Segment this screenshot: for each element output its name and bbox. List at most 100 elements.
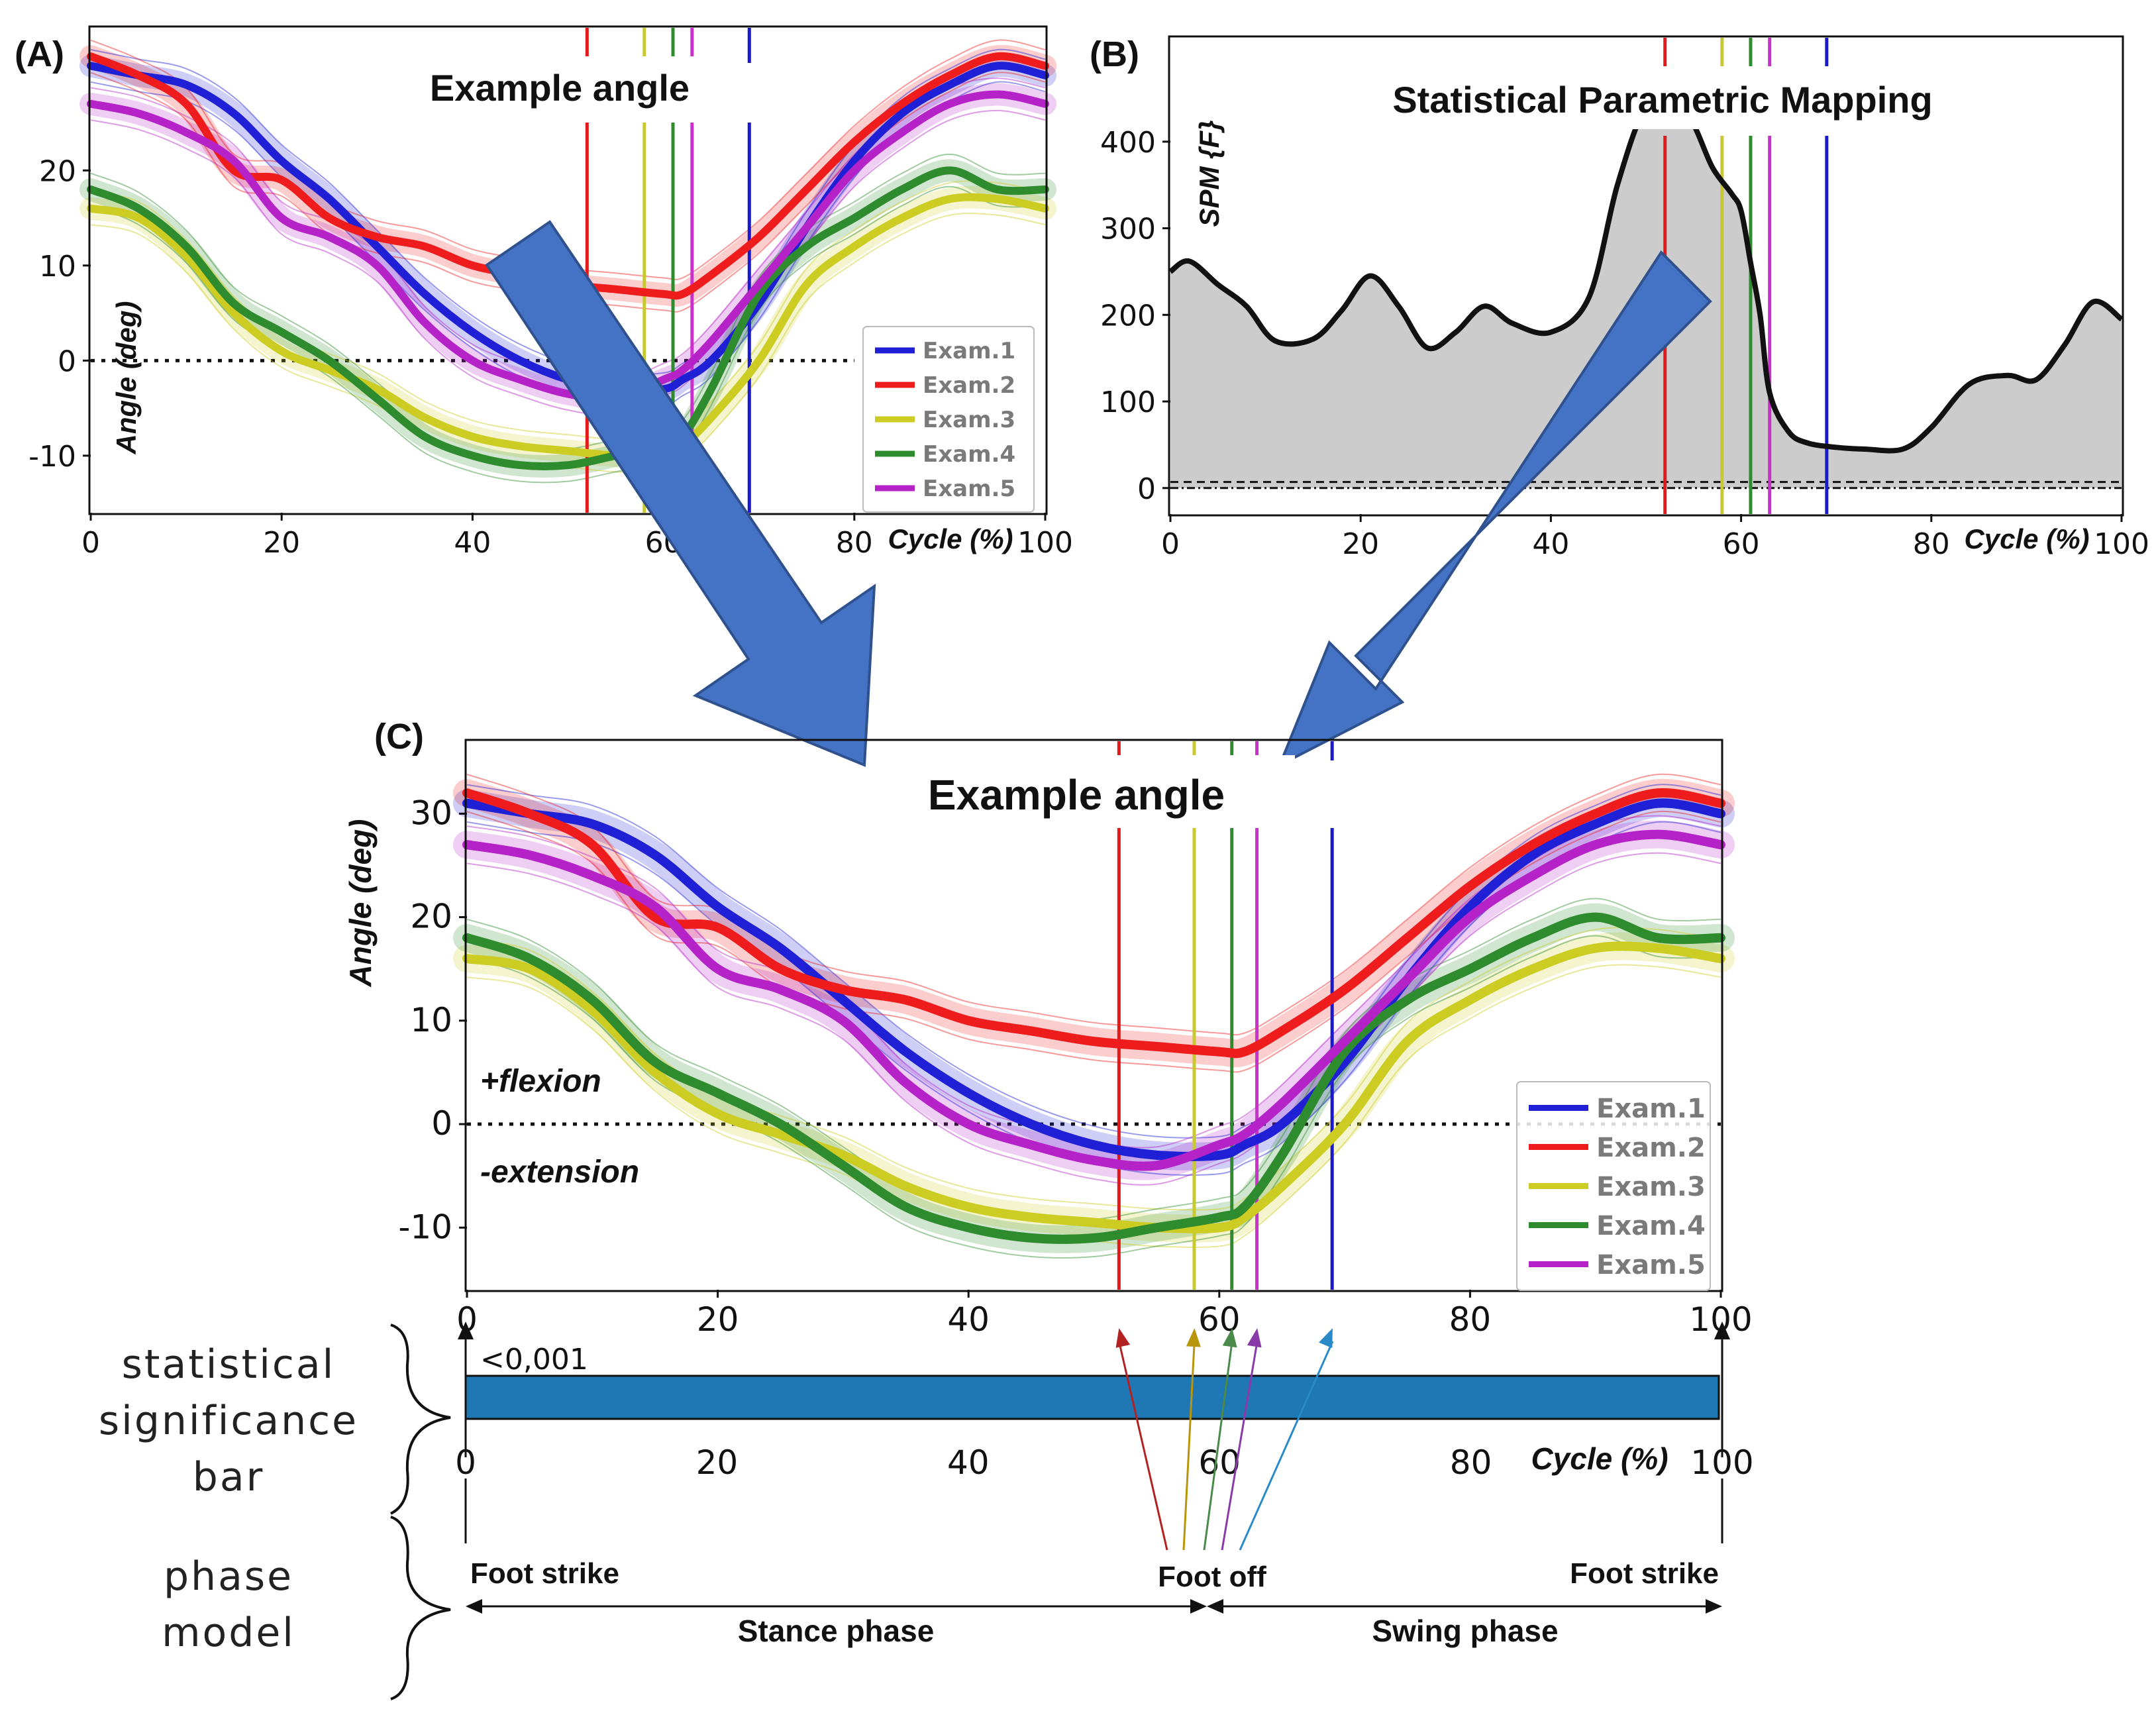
y-tick-label: 0 [58, 344, 76, 378]
x-tick-label: 20 [697, 1300, 739, 1339]
foot-off-arrow [1203, 1341, 1233, 1551]
foot-strike-start: Foot strike [470, 1557, 619, 1590]
legend-label-exam5: Exam.5 [1596, 1250, 1706, 1280]
panel-b-label: (B) [1090, 34, 1139, 74]
x-tick-label: 60 [1198, 1300, 1241, 1339]
band-edge-exam3 [90, 213, 1046, 474]
panel-b-title-bg [1345, 66, 1980, 129]
band-edge-exam2 [90, 39, 1046, 280]
panel-b-title: Statistical Parametric Mapping [1392, 79, 1932, 121]
legend-label-exam1: Exam.1 [923, 338, 1015, 364]
y-tick-label: 400 [1100, 126, 1156, 160]
panel-b-ylabel: SPM {F} [1194, 120, 1225, 227]
panel-c-legend: Exam.1 Exam.2 Exam.3 Exam.4 Exam.5 [1516, 1081, 1711, 1291]
series-line-exam3 [87, 193, 1049, 461]
axis-end-arrowhead [1714, 1322, 1730, 1339]
y-tick-label: -10 [398, 1208, 452, 1246]
panel-a-frame [88, 25, 1048, 515]
legend-label-exam1: Exam.1 [1596, 1094, 1706, 1124]
panel-c-plot [453, 741, 1735, 1290]
legend-box [862, 326, 1035, 513]
stance-arrow [466, 1599, 1207, 1614]
band-edge-exam4 [466, 898, 1721, 1221]
y-tick-label: 20 [410, 898, 452, 936]
x-tick-label: 80 [1913, 527, 1950, 561]
panel-b-xlabel: Cycle (%) [1964, 523, 2089, 554]
x-tick-label: 80 [836, 526, 873, 560]
band-edge-exam3 [466, 964, 1721, 1248]
x-tick-label: 20 [1342, 527, 1379, 561]
foot-off-arrowhead [1319, 1328, 1333, 1349]
x-tick-label: 100 [2094, 527, 2149, 561]
foot-off-arrowhead [1247, 1328, 1262, 1348]
band-edge-exam2 [466, 773, 1721, 1036]
panel-c-title-bg [904, 755, 1295, 828]
side-label-phase: phase [164, 1553, 293, 1600]
sig-x-tick-label: 0 [455, 1443, 476, 1482]
y-tick-label: 300 [1100, 213, 1156, 246]
x-tick-label: 20 [263, 526, 300, 560]
foot-off-arrowhead [1222, 1328, 1237, 1348]
x-tick-label: 0 [1161, 527, 1180, 561]
swing-phase-label: Swing phase [1372, 1614, 1558, 1648]
sig-x-tick-label: 60 [1198, 1443, 1241, 1482]
significance-section: <0,001 0 20 40 60 80 100 Cycle (%) Foot strik… [455, 1322, 1754, 1648]
foot-off-arrow [1182, 1341, 1196, 1551]
panel-b-frame [1168, 35, 2124, 517]
axis-start-arrowhead [458, 1322, 474, 1339]
panel-c-label: (C) [374, 717, 424, 756]
panel-c-ylabel: Angle (deg) [343, 819, 378, 988]
x-tick-label: 60 [1723, 527, 1760, 561]
panel-a-ylabel: Angle (deg) [111, 301, 142, 455]
y-tick-label: -10 [28, 440, 76, 474]
legend-label-exam4: Exam.4 [1596, 1211, 1706, 1241]
y-tick-label: 100 [1100, 386, 1156, 419]
foot-off-arrow [1117, 1341, 1168, 1551]
series-line-exam1 [462, 798, 1725, 1161]
series-line-exam4 [462, 912, 1725, 1244]
sig-x-tick-label: 40 [947, 1443, 990, 1482]
legend-label-exam4: Exam.4 [923, 441, 1015, 468]
foot-off-arrowhead [1115, 1328, 1131, 1348]
panel-a-title-bg [397, 56, 729, 119]
legend-label-exam2: Exam.2 [1596, 1133, 1706, 1163]
panel-b: 0 20 40 60 80 100 0 100 200 300 400 (B) Statistica… [1090, 34, 2149, 561]
extension-label: -extension [480, 1155, 639, 1190]
series-line-exam3 [462, 941, 1725, 1233]
significance-xlabel: Cycle (%) [1531, 1441, 1668, 1476]
significance-axis-ticks: 0 20 40 60 80 100 [455, 1443, 1754, 1482]
series-line-exam4 [87, 166, 1049, 470]
y-tick-label: 0 [1137, 472, 1156, 506]
side-label-statistical: statistical [122, 1341, 336, 1388]
panel-c-frame [464, 739, 1723, 1292]
panel-a-xlabel: Cycle (%) [888, 523, 1013, 554]
foot-off-arrows [1115, 1328, 1334, 1551]
p-value-label: <0,001 [480, 1343, 588, 1376]
x-tick-label: 0 [81, 526, 100, 560]
side-label-significance: significance [99, 1398, 358, 1444]
brace-phase-model [390, 1516, 451, 1700]
significance-bar [464, 1374, 1720, 1420]
foot-off-label: Foot off [1158, 1561, 1266, 1593]
x-tick-label: 40 [947, 1300, 990, 1339]
sig-x-tick-label: 20 [696, 1443, 739, 1482]
legend-box [1516, 1081, 1711, 1291]
x-tick-label: 40 [1532, 527, 1569, 561]
side-labels: statistical significance bar phase model [99, 1323, 451, 1700]
y-tick-label: 0 [431, 1104, 452, 1143]
band-edge-exam5 [466, 852, 1721, 1186]
x-tick-label: 100 [1017, 526, 1073, 560]
panel-b-ticks: 0 20 40 60 80 100 0 100 200 300 400 [1100, 126, 2149, 561]
arrow-a-to-c [485, 220, 876, 767]
band-edge-exam4 [90, 153, 1046, 451]
side-label-model: model [162, 1610, 295, 1656]
foot-strike-end: Foot strike [1570, 1557, 1719, 1590]
stance-phase-label: Stance phase [738, 1614, 935, 1648]
x-tick-label: 80 [1449, 1300, 1492, 1339]
swing-arrow [1207, 1599, 1722, 1614]
